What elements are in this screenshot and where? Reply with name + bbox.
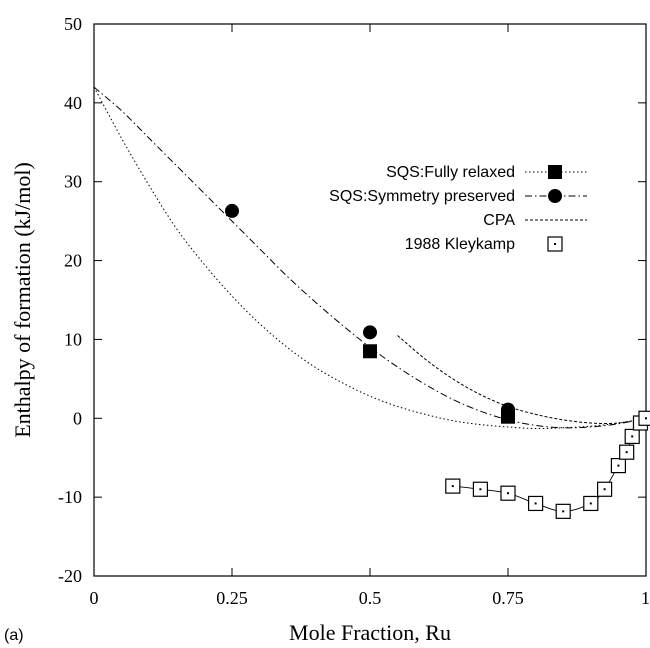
series-3 [445, 410, 650, 519]
data-point [363, 344, 377, 359]
series-line [93, 86, 647, 429]
data-point [445, 478, 461, 494]
y-tick-label: 0 [73, 408, 82, 428]
data-point [472, 481, 488, 497]
x-tick-label: 0.5 [359, 588, 382, 608]
data-point [555, 503, 571, 519]
data-point-dot [479, 488, 482, 491]
data-point [596, 481, 613, 497]
data-point-dot [451, 485, 454, 488]
legend-entry: SQS:Fully relaxed [386, 164, 587, 181]
series-1 [93, 86, 647, 429]
legend-label: CPA [483, 212, 515, 229]
data-point-box [638, 410, 650, 426]
x-tick-label: 0.25 [216, 588, 248, 608]
data-point [638, 410, 650, 426]
y-axis-title: Enthalpy of formation (kJ/mol) [10, 162, 35, 438]
data-point-dot [617, 464, 620, 467]
x-axis-title: Mole Fraction, Ru [289, 620, 451, 645]
data-point-dot [534, 502, 537, 505]
data-point-dot [645, 417, 647, 420]
legend-label: SQS:Fully relaxed [386, 164, 515, 181]
panel-label: (a) [4, 627, 24, 644]
y-tick-label: -20 [58, 566, 82, 586]
data-point [619, 444, 635, 460]
x-tick-label: 0.75 [492, 588, 524, 608]
data-point-dot [507, 492, 509, 495]
legend-entry: CPA [483, 212, 587, 229]
data-point [624, 428, 640, 445]
legend-marker [548, 189, 562, 203]
x-axis: 0 0.25 0.5 0.75 1 [90, 24, 650, 608]
data-point-dot [603, 488, 606, 491]
data-point [501, 402, 515, 417]
legend-marker [548, 165, 562, 179]
series-layer [93, 86, 650, 519]
series-line [93, 86, 647, 430]
y-tick-label: 50 [64, 14, 82, 34]
y-axis: -20 -10 0 10 20 30 40 50 [58, 14, 646, 586]
data-point [225, 203, 239, 218]
y-tick-label: 20 [64, 251, 82, 271]
legend-marker-dot [554, 243, 556, 245]
legend-label: 1988 Kleykamp [405, 236, 515, 253]
data-point [363, 325, 377, 340]
data-point [583, 495, 599, 512]
data-point [610, 458, 627, 474]
data-point-dot [589, 502, 592, 505]
series-line [397, 335, 647, 425]
legend-label: SQS:Symmetry preserved [329, 188, 515, 205]
legend: SQS:Fully relaxed SQS:Symmetry preserved C… [329, 164, 587, 253]
data-point [500, 485, 516, 501]
legend-entry: SQS:Symmetry preserved [329, 188, 587, 205]
series-2 [397, 335, 647, 425]
y-tick-label: -10 [58, 487, 82, 507]
data-point [527, 495, 544, 512]
legend-entry: 1988 Kleykamp [405, 236, 563, 253]
x-tick-label: 1 [641, 588, 650, 608]
y-tick-label: 30 [64, 172, 82, 192]
legend-marker [547, 236, 563, 252]
data-point-dot [631, 435, 634, 438]
x-tick-label: 0 [90, 588, 99, 608]
data-point-dot [562, 510, 565, 513]
y-tick-label: 10 [64, 329, 82, 349]
y-tick-label: 40 [64, 93, 82, 113]
data-point-dot [625, 451, 628, 454]
